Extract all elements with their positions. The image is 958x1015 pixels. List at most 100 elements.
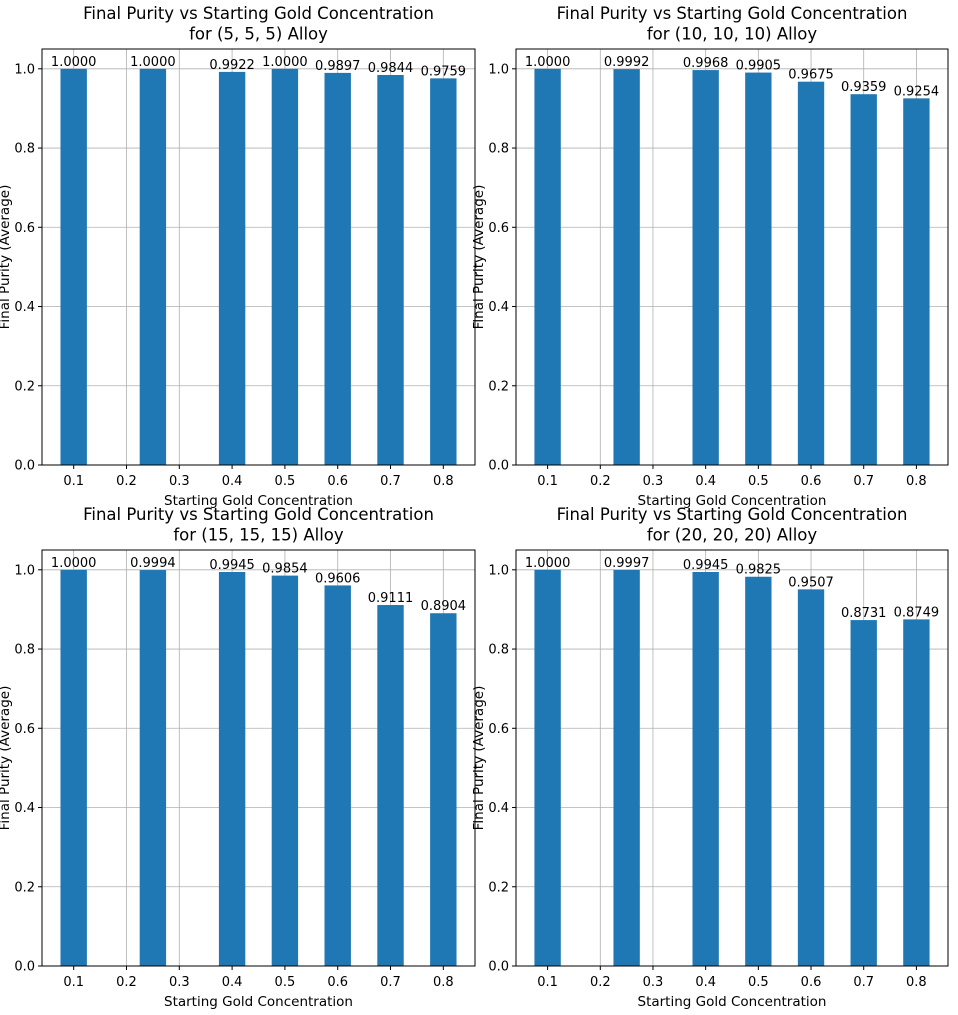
bar-value-label: 0.9945	[683, 558, 729, 573]
x-tick-label: 0.4	[222, 975, 243, 990]
bar	[534, 569, 561, 966]
x-tick-label: 0.3	[169, 975, 190, 990]
x-tick-label: 0.4	[222, 474, 243, 489]
y-tick-label: 0.4	[488, 801, 509, 816]
x-tick-label: 0.5	[748, 474, 769, 489]
x-tick-label: 0.3	[169, 474, 190, 489]
y-tick-label: 0.0	[488, 459, 509, 474]
y-tick-label: 1.0	[14, 563, 35, 578]
x-axis-label: Starting Gold Concentration	[638, 994, 827, 1010]
bar-value-label: 0.9359	[841, 80, 887, 95]
y-tick-label: 0.0	[488, 960, 509, 975]
bar	[692, 571, 719, 966]
y-tick-label: 0.4	[488, 300, 509, 315]
x-tick-label: 0.6	[327, 975, 348, 990]
bar	[271, 68, 299, 466]
y-tick-label: 0.2	[488, 379, 509, 394]
bar	[797, 589, 825, 966]
x-tick-label: 0.7	[853, 474, 874, 489]
bar	[60, 68, 87, 466]
x-tick-label: 0.1	[537, 474, 558, 489]
chart-title-line: for (20, 20, 20) Alloy	[647, 526, 818, 545]
y-axis-label: Final Purity (Average)	[471, 686, 487, 831]
chart-panel-1: 1.0000 1.0000 0.9922 1.0000 0.9897 0.9844 0.97…	[0, 4, 476, 509]
chart-title-line: Final Purity vs Starting Gold Concentrat…	[83, 505, 434, 524]
chart-title-line: for (5, 5, 5) Alloy	[189, 25, 328, 44]
bar-value-label: 1.0000	[525, 556, 571, 571]
bar	[218, 571, 246, 966]
bar	[850, 620, 877, 966]
bar	[797, 81, 825, 465]
bar	[692, 70, 719, 465]
bar-value-label: 1.0000	[130, 55, 176, 70]
y-axis-label: Final Purity (Average)	[0, 686, 13, 831]
bar	[903, 619, 930, 966]
bar	[377, 74, 404, 465]
bar	[271, 575, 299, 966]
y-tick-label: 0.6	[14, 221, 35, 236]
x-tick-label: 0.7	[380, 474, 401, 489]
bar	[139, 68, 167, 466]
y-tick-label: 0.6	[14, 722, 35, 737]
x-tick-label: 0.8	[906, 975, 927, 990]
y-tick-label: 0.8	[14, 142, 35, 157]
x-tick-label: 0.4	[695, 975, 716, 990]
chart-title: Final Purity vs Starting Gold Concentrat…	[83, 4, 434, 44]
x-tick-label: 0.8	[433, 474, 454, 489]
bar-value-label: 0.9994	[130, 556, 176, 571]
axes-frame	[515, 48, 949, 466]
bar-value-label: 1.0000	[525, 55, 571, 70]
bar-value-label: 0.9945	[209, 558, 255, 573]
y-tick-label: 1.0	[14, 62, 35, 77]
bar	[218, 71, 246, 465]
axes-frame	[41, 48, 476, 466]
y-tick-label: 1.0	[488, 62, 509, 77]
y-tick-label: 0.4	[14, 300, 35, 315]
x-tick-label: 0.1	[63, 975, 84, 990]
x-tick-label: 0.2	[590, 474, 611, 489]
x-tick-label: 0.4	[695, 474, 716, 489]
bar-value-label: 0.8731	[841, 606, 887, 621]
bar-value-label: 0.9507	[788, 575, 834, 590]
y-tick-label: 0.2	[14, 880, 35, 895]
bar-value-label: 0.9992	[604, 55, 650, 70]
chart-panel-4: 1.0000 0.9997 0.9945 0.9825 0.9507 0.8731 0.87…	[471, 505, 949, 1010]
x-tick-label: 0.8	[433, 975, 454, 990]
x-tick-label: 0.3	[643, 975, 664, 990]
bar-value-label: 1.0000	[51, 55, 97, 70]
chart-title-line: Final Purity vs Starting Gold Concentrat…	[557, 4, 908, 23]
y-tick-label: 0.8	[488, 142, 509, 157]
bar-value-label: 0.9854	[262, 562, 308, 577]
bar	[850, 94, 877, 466]
y-tick-label: 0.8	[488, 643, 509, 658]
bar-value-label: 0.9825	[736, 563, 782, 578]
bar-value-label: 0.9897	[315, 59, 361, 74]
chart-panel-2: 1.0000 0.9992 0.9968 0.9905 0.9675 0.9359 0.92…	[471, 4, 949, 509]
chart-panel-3: 1.0000 0.9994 0.9945 0.9854 0.9606 0.9111 0.89…	[0, 505, 476, 1010]
chart-title-line: for (15, 15, 15) Alloy	[173, 526, 344, 545]
chart-title: Final Purity vs Starting Gold Concentrat…	[83, 505, 434, 545]
x-tick-label: 0.5	[275, 474, 296, 489]
chart-title-line: for (10, 10, 10) Alloy	[647, 25, 818, 44]
x-tick-label: 0.3	[643, 474, 664, 489]
x-tick-label: 0.1	[537, 975, 558, 990]
bar	[613, 69, 640, 466]
bar-value-label: 0.9997	[604, 556, 650, 571]
bar-value-label: 0.9254	[894, 84, 940, 99]
y-tick-label: 0.8	[14, 643, 35, 658]
bar-value-label: 0.9905	[736, 59, 782, 74]
y-tick-label: 0.2	[14, 379, 35, 394]
y-tick-label: 0.2	[488, 880, 509, 895]
bar-value-label: 0.9606	[315, 571, 361, 586]
bar-value-label: 1.0000	[262, 55, 308, 70]
x-tick-label: 0.2	[590, 975, 611, 990]
y-tick-label: 1.0	[488, 563, 509, 578]
x-tick-label: 0.6	[801, 474, 822, 489]
bar	[377, 605, 404, 966]
bar-value-label: 0.9968	[683, 56, 729, 71]
bar-value-label: 0.8904	[421, 599, 467, 614]
chart-title-line: Final Purity vs Starting Gold Concentrat…	[83, 4, 434, 23]
x-tick-label: 0.7	[380, 975, 401, 990]
bar	[613, 569, 640, 966]
